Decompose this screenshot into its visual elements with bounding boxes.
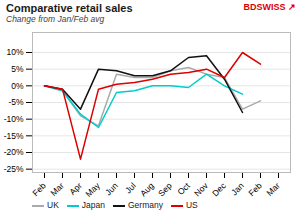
- svg-text:Oct: Oct: [175, 180, 192, 197]
- html-text:UK: UK: [47, 200, 59, 210]
- svg-text:Jul: Jul: [123, 181, 138, 196]
- svg-text:-20%: -20%: [4, 147, 24, 157]
- svg-text:Aug: Aug: [138, 180, 156, 198]
- html-text:Japan: Japan: [81, 200, 105, 210]
- svg-text:Feb: Feb: [246, 180, 264, 198]
- svg-text:May: May: [83, 180, 102, 198]
- html-text:US: US: [186, 200, 198, 210]
- svg-text:0%: 0%: [11, 81, 24, 91]
- html-text:BDSWISS ↗: BDSWISS ↗: [243, 2, 296, 12]
- svg-text:5%: 5%: [11, 64, 24, 74]
- svg-text:Jan: Jan: [229, 180, 246, 197]
- svg-text:Dec: Dec: [210, 180, 228, 198]
- html-text:Change from Jan/Feb avg: Change from Jan/Feb avg: [6, 14, 105, 24]
- svg-text:Feb: Feb: [30, 180, 48, 198]
- svg-text:Nov: Nov: [192, 180, 210, 198]
- svg-text:-5%: -5%: [8, 97, 24, 107]
- svg-text:Jun: Jun: [103, 180, 120, 197]
- svg-text:-15%: -15%: [4, 131, 24, 141]
- svg-text:Mar: Mar: [48, 180, 66, 198]
- svg-text:Apr: Apr: [67, 180, 84, 197]
- svg-text:10%: 10%: [6, 47, 23, 57]
- svg-text:Sep: Sep: [156, 180, 174, 198]
- svg-text:-10%: -10%: [4, 114, 24, 124]
- html-text:Comparative retail sales: Comparative retail sales: [6, 2, 133, 14]
- html-text:Germany: Germany: [128, 200, 163, 210]
- svg-text:Mar: Mar: [264, 180, 282, 198]
- svg-text:-25%: -25%: [4, 164, 24, 174]
